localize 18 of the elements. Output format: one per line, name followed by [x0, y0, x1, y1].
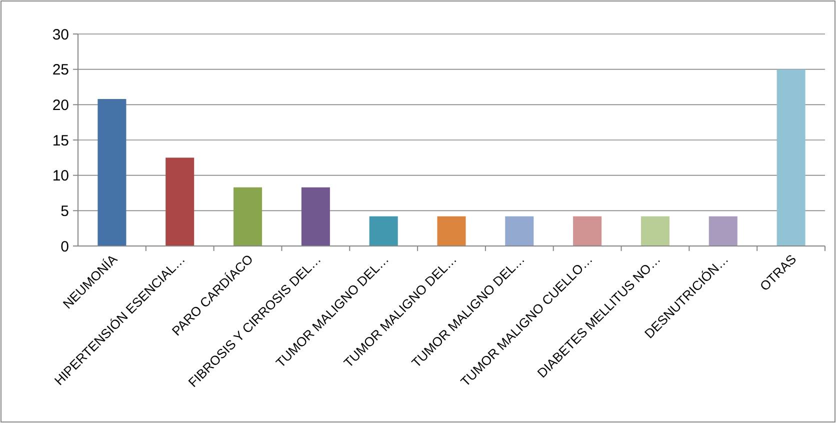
bar [234, 187, 262, 246]
y-tick-label: 25 [52, 62, 69, 79]
bar [369, 216, 398, 246]
y-tick-label: 10 [52, 168, 69, 185]
y-tick-label: 30 [52, 26, 69, 44]
bar [98, 99, 126, 246]
bar [301, 187, 330, 246]
bar [573, 216, 602, 246]
bar [437, 216, 466, 246]
bar [776, 69, 806, 246]
y-tick-label: 15 [52, 132, 69, 150]
bar [640, 216, 670, 246]
y-tick-label: 5 [60, 202, 69, 220]
y-tick-label: 0 [60, 238, 69, 256]
bar [505, 216, 534, 246]
y-tick-label: 20 [52, 96, 69, 114]
bar [708, 216, 738, 246]
bar [166, 158, 194, 246]
